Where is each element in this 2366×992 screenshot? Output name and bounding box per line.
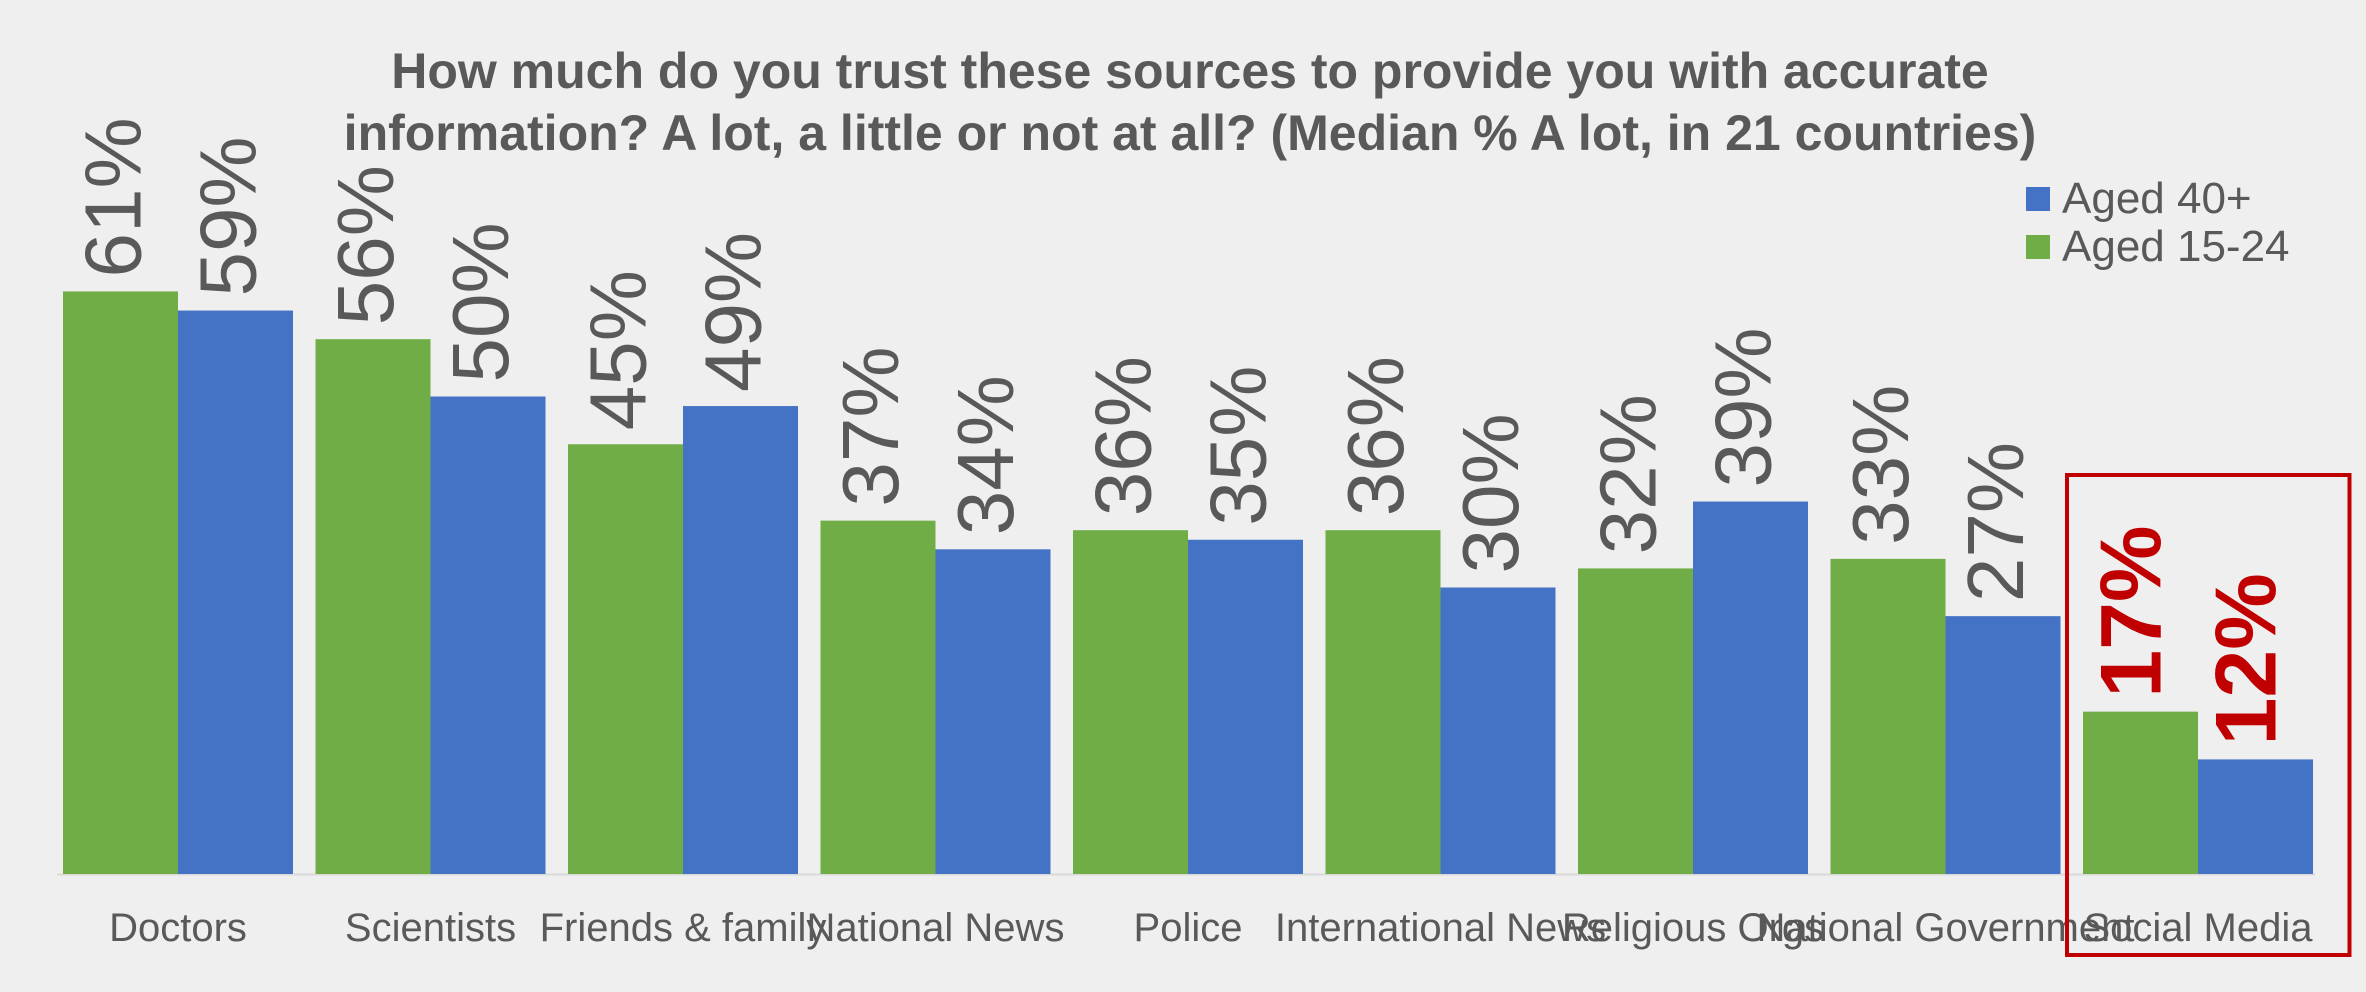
x-tick-label-social-media: Social Media <box>2083 906 2313 950</box>
bar-religious-orgs-aged-15-24 <box>1578 568 1693 874</box>
bar-friends-family-aged-15-24 <box>568 444 683 874</box>
bar-police-aged-40 <box>1188 539 1303 874</box>
bar-national-news-aged-15-24 <box>820 520 936 874</box>
legend-label-aged-40: Aged 40+ <box>2062 174 2252 223</box>
data-label-friends-family-aged-15-24: 45% <box>574 270 663 430</box>
data-label-friends-family-aged-40: 49% <box>689 232 778 392</box>
x-tick-label-friends-family: Friends & family <box>540 906 827 950</box>
data-label-religious-orgs-aged-15-24: 32% <box>1584 394 1673 554</box>
x-tick-label-religious-orgs: Religious Orgs <box>1562 906 1824 950</box>
data-label-doctors-aged-40: 59% <box>184 136 273 296</box>
x-tick-label-national-government: National Government <box>1757 906 2135 950</box>
x-tick-label-international-news: International News <box>1275 906 1606 950</box>
bar-social-media-aged-15-24 <box>2083 711 2198 874</box>
legend: Aged 40+Aged 15-24 <box>2026 174 2290 271</box>
legend-swatch-aged-15-24 <box>2026 235 2050 259</box>
data-label-international-news-aged-15-24: 36% <box>1331 356 1420 516</box>
x-tick-label-national-news: National News <box>807 906 1065 950</box>
x-tick-label-scientists: Scientists <box>345 906 516 950</box>
bar-doctors-aged-15-24 <box>63 291 178 874</box>
data-label-scientists-aged-15-24: 56% <box>321 165 410 325</box>
plot-area: 61% 59% Doctors 56% 50% Scientists 45% 49% Frien… <box>57 117 2352 957</box>
bar-international-news-aged-15-24 <box>1325 530 1441 874</box>
bar-national-government-aged-40 <box>1945 616 2061 874</box>
data-label-religious-orgs-aged-40: 39% <box>1699 327 1788 487</box>
chart-title-line-2: information? A lot, a little or not at a… <box>344 105 2037 161</box>
data-label-national-government-aged-15-24: 33% <box>1836 385 1925 545</box>
bar-national-government-aged-15-24 <box>1830 558 1946 874</box>
legend-swatch-aged-40 <box>2026 187 2050 211</box>
data-label-scientists-aged-40: 50% <box>436 222 525 382</box>
data-label-social-media-aged-40: 12% <box>2199 573 2295 745</box>
bar-social-media-aged-40 <box>2198 759 2313 874</box>
data-label-international-news-aged-40: 30% <box>1446 413 1535 573</box>
data-label-doctors-aged-15-24: 61% <box>69 117 158 277</box>
data-label-police-aged-40: 35% <box>1194 366 1283 526</box>
bar-doctors-aged-40 <box>178 310 293 874</box>
data-label-national-news-aged-40: 34% <box>941 375 1030 535</box>
x-tick-label-doctors: Doctors <box>109 906 247 950</box>
data-label-national-news-aged-15-24: 37% <box>826 347 915 507</box>
data-label-national-government-aged-40: 27% <box>1951 442 2040 602</box>
bar-scientists-aged-40 <box>430 396 546 874</box>
legend-label-aged-15-24: Aged 15-24 <box>2062 222 2290 271</box>
bar-friends-family-aged-40 <box>683 406 798 874</box>
bar-national-news-aged-40 <box>935 549 1051 874</box>
data-label-social-media-aged-15-24: 17% <box>2084 526 2180 698</box>
data-label-police-aged-15-24: 36% <box>1079 356 1168 516</box>
chart-title-line-1: How much do you trust these sources to p… <box>391 43 1989 99</box>
x-tick-label-police: Police <box>1134 906 1243 950</box>
bar-police-aged-15-24 <box>1073 530 1188 874</box>
highlight-box-social-media <box>2065 473 2352 957</box>
bar-scientists-aged-15-24 <box>315 339 431 874</box>
bar-religious-orgs-aged-40 <box>1693 501 1808 874</box>
bar-international-news-aged-40 <box>1440 587 1556 874</box>
